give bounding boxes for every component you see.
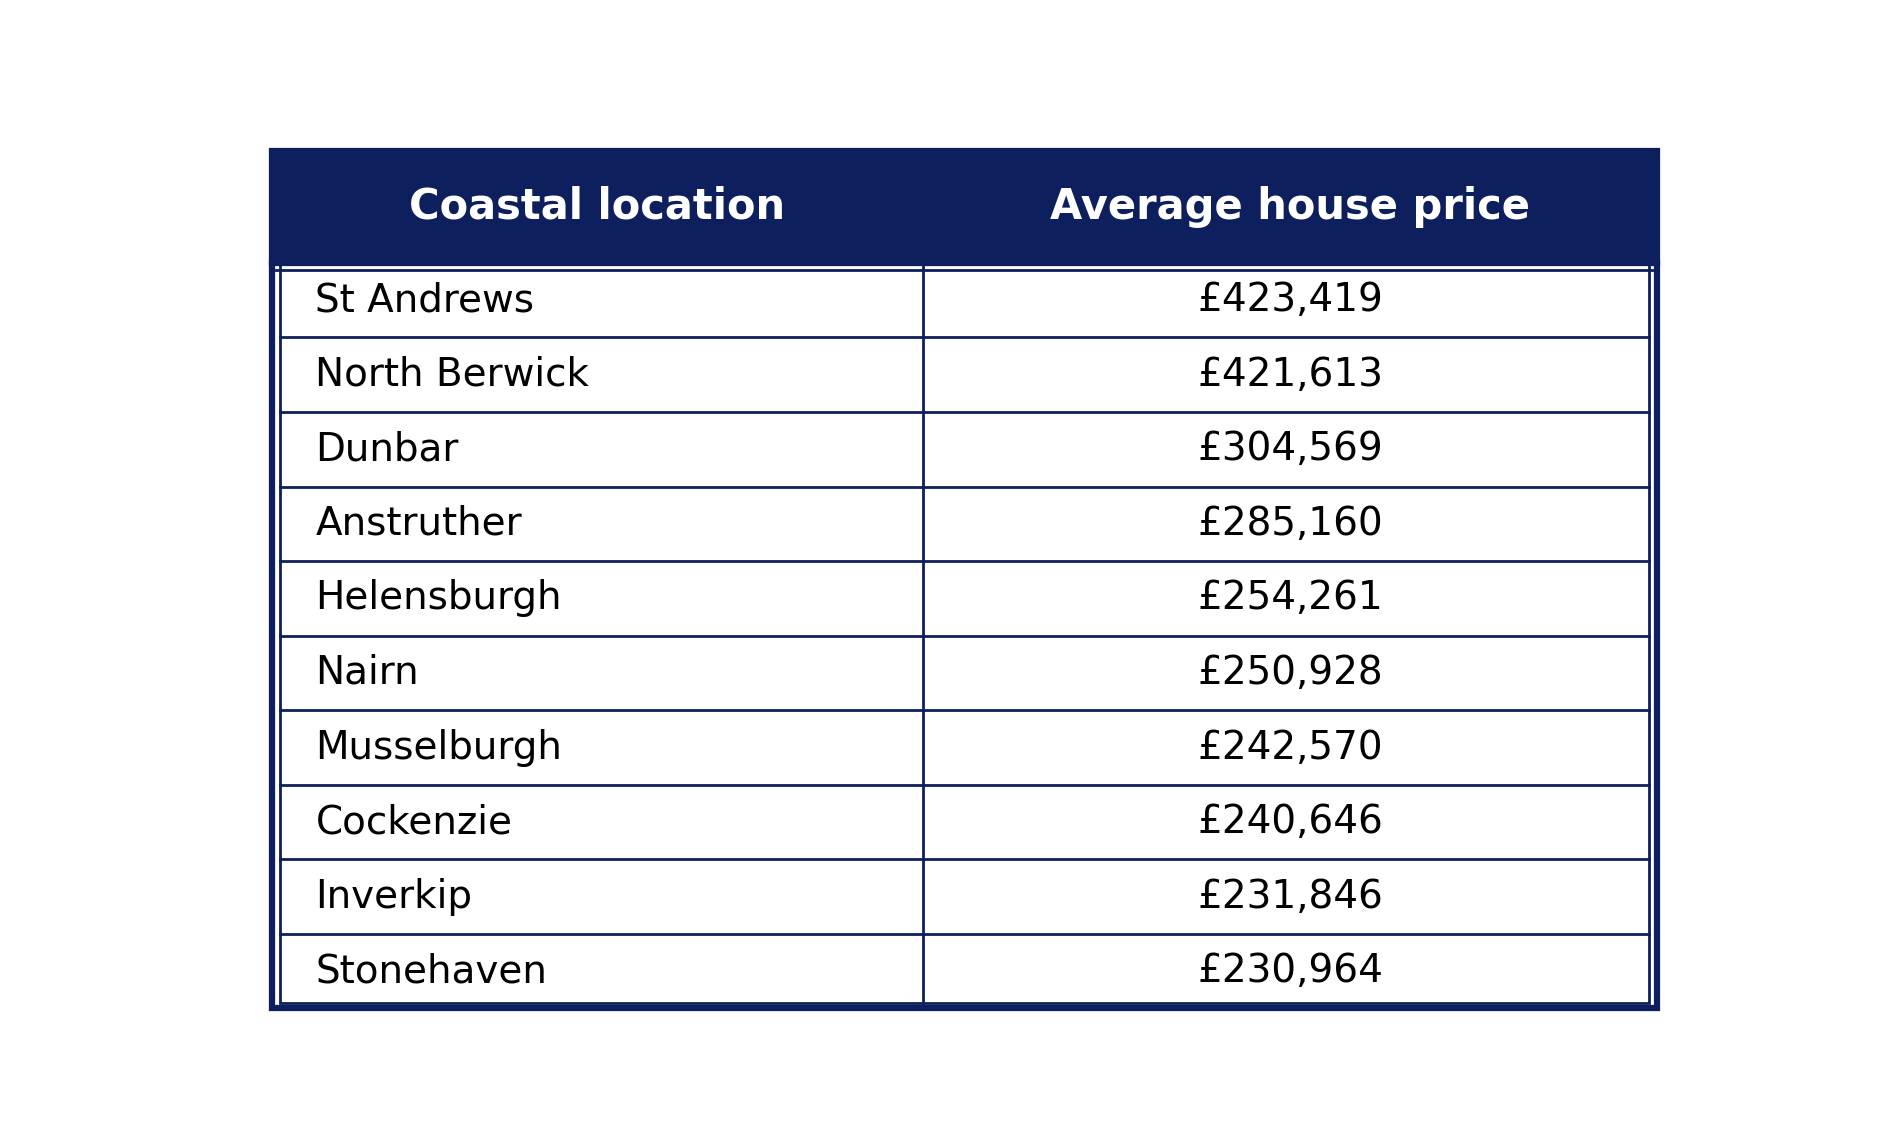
Text: £250,928: £250,928 <box>1197 654 1383 692</box>
Bar <box>922 860 1658 934</box>
Text: £304,569: £304,569 <box>1197 430 1383 468</box>
Text: £242,570: £242,570 <box>1197 729 1383 767</box>
Text: £423,419: £423,419 <box>1197 281 1383 319</box>
Text: £240,646: £240,646 <box>1197 804 1383 841</box>
Text: £254,261: £254,261 <box>1197 580 1383 618</box>
Text: Anstruther: Anstruther <box>316 505 521 543</box>
Text: North Berwick: North Berwick <box>316 356 589 394</box>
Text: Helensburgh: Helensburgh <box>316 580 563 618</box>
Text: £230,964: £230,964 <box>1197 952 1383 991</box>
Text: Stonehaven: Stonehaven <box>316 952 548 991</box>
Bar <box>271 152 922 263</box>
Bar <box>271 636 922 711</box>
Bar <box>271 711 922 785</box>
Bar <box>922 785 1658 860</box>
Bar <box>922 263 1658 338</box>
Bar <box>271 934 922 1008</box>
Bar <box>271 785 922 860</box>
Text: Musselburgh: Musselburgh <box>316 729 563 767</box>
Bar <box>922 934 1658 1008</box>
Text: £421,613: £421,613 <box>1197 356 1383 394</box>
Text: £231,846: £231,846 <box>1197 877 1383 916</box>
Bar <box>922 338 1658 412</box>
Bar <box>922 412 1658 487</box>
Text: Coastal location: Coastal location <box>408 186 785 228</box>
Bar <box>271 860 922 934</box>
Bar <box>922 152 1658 263</box>
Text: Average house price: Average house price <box>1050 186 1530 228</box>
Bar <box>922 487 1658 561</box>
Bar <box>922 561 1658 636</box>
Text: Inverkip: Inverkip <box>316 877 472 916</box>
Text: Cockenzie: Cockenzie <box>316 804 512 841</box>
Bar <box>922 636 1658 711</box>
Bar <box>271 412 922 487</box>
Text: Dunbar: Dunbar <box>316 430 459 468</box>
Bar <box>922 711 1658 785</box>
Text: £285,160: £285,160 <box>1197 505 1383 543</box>
Bar <box>271 487 922 561</box>
Text: Nairn: Nairn <box>316 654 420 692</box>
Text: St Andrews: St Andrews <box>316 281 534 319</box>
Bar <box>271 263 922 338</box>
Bar <box>271 561 922 636</box>
Bar <box>271 338 922 412</box>
